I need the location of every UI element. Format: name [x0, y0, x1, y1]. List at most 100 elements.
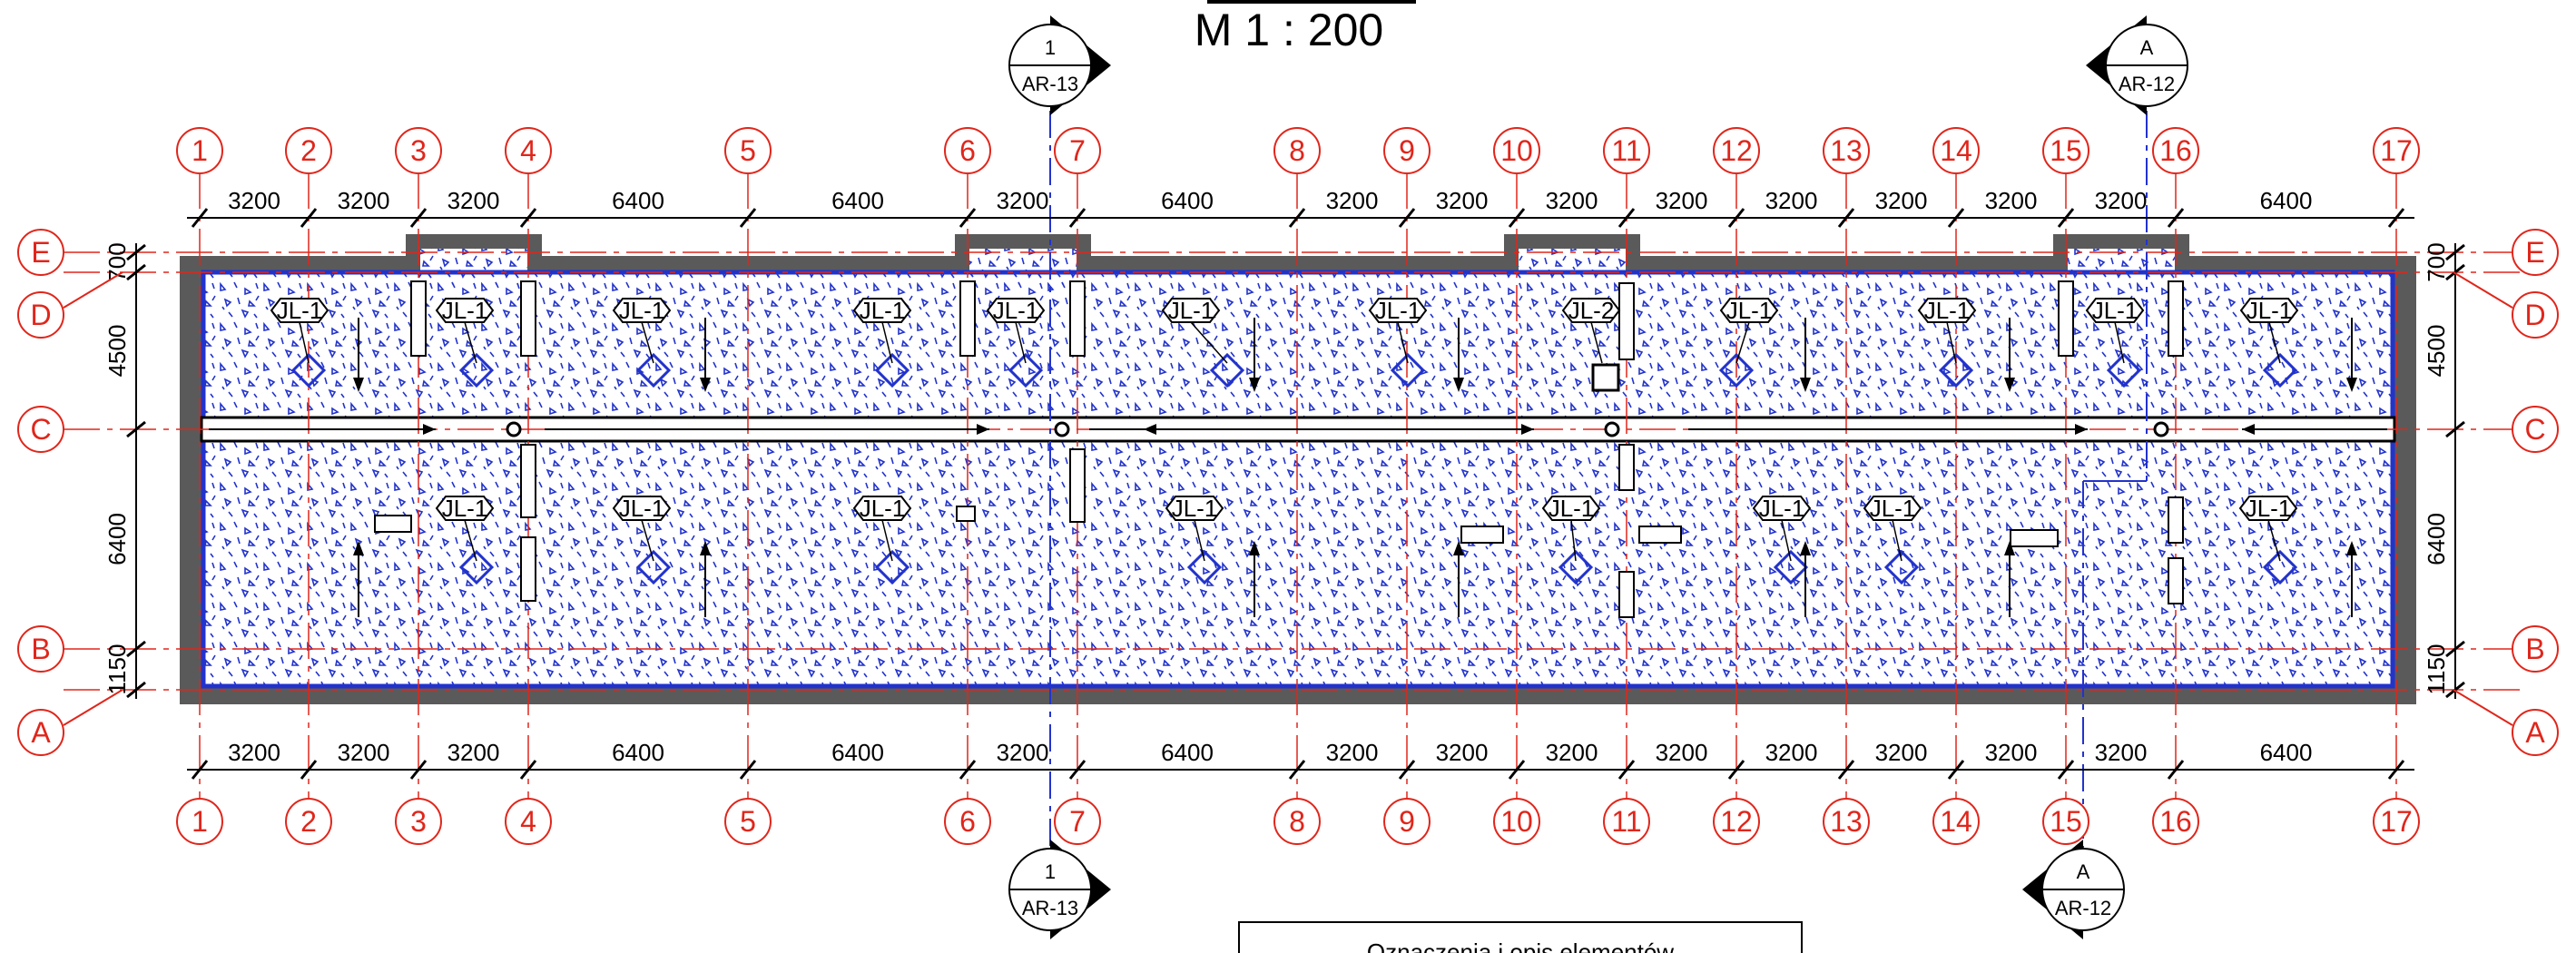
section-number: A — [2077, 860, 2090, 883]
tag-label: JL-1 — [860, 495, 906, 522]
column-node — [1604, 421, 1620, 437]
dimension-tick — [126, 263, 146, 281]
dimension-tick — [126, 243, 146, 261]
dimension-tick — [2445, 243, 2465, 261]
axis-circle — [2512, 406, 2559, 453]
column-axis-bubble: 17 — [2373, 798, 2420, 845]
column-axis-label: 8 — [1289, 134, 1305, 167]
column-spacing: 6400 — [1161, 739, 1214, 766]
element-tag: JL-1 — [2239, 297, 2299, 364]
column-axis-bubble: 1 — [176, 798, 223, 845]
tag-label: JL-1 — [1168, 297, 1214, 324]
axis-circle — [395, 798, 442, 845]
slope-arrow-head — [2004, 378, 2015, 392]
column-node — [2153, 421, 2169, 437]
roof-drain — [1558, 549, 1594, 585]
axis-circle — [505, 798, 552, 845]
section-marker: A AR-12 — [2022, 840, 2125, 939]
dimension-tick — [1947, 208, 1965, 228]
column-spacing: 3200 — [1765, 187, 1818, 214]
column-spacing: 6400 — [1161, 187, 1214, 214]
vent-pipe — [2168, 280, 2184, 357]
tag-label: JL-1 — [860, 297, 906, 324]
dimension-tick — [126, 420, 146, 438]
dimension-tick — [300, 208, 318, 228]
column-axis-bubble: 6 — [944, 127, 991, 174]
column-axis-label: 14 — [1940, 805, 1972, 838]
axis-circle — [176, 127, 223, 174]
row-axis-bubble: B — [2512, 625, 2559, 673]
dimension-tick — [1508, 208, 1526, 228]
tag-leader — [1781, 519, 1792, 562]
column-axis-bubble: 9 — [1383, 127, 1431, 174]
tag-leader — [1194, 519, 1205, 562]
slope-arrow-head — [1453, 378, 1464, 392]
tag-leader — [641, 519, 654, 562]
column-axis-bubble: 5 — [724, 798, 772, 845]
dimension-tick — [959, 760, 977, 780]
tag-leader — [1735, 321, 1750, 364]
column-axis-bubble: 13 — [1823, 798, 1870, 845]
column-spacing: 3200 — [447, 739, 500, 766]
axis-circle — [1713, 127, 1760, 174]
tag-leader — [1570, 519, 1577, 562]
row-axis-label: A — [2525, 716, 2545, 749]
roof-drain — [2106, 352, 2142, 388]
section-number: A — [2140, 36, 2154, 59]
dimension-tick — [126, 681, 146, 699]
column-axis-label: 17 — [2380, 134, 2413, 167]
column-axis-label: 3 — [410, 134, 427, 167]
column-axis-label: 8 — [1289, 805, 1305, 838]
column-axis-label: 9 — [1399, 134, 1415, 167]
vent-pipe — [1069, 448, 1086, 523]
axis-circle — [2373, 798, 2420, 845]
row-axis-bubble: D — [2453, 271, 2559, 339]
tag-leader — [464, 519, 477, 562]
dimension-tick — [2445, 681, 2465, 699]
axis-circle — [2152, 798, 2199, 845]
roof-drain — [2262, 352, 2298, 388]
vent-pipe — [2168, 557, 2184, 604]
tag-label: JL-2 — [1568, 297, 1615, 324]
dimension-tick — [2387, 760, 2405, 780]
column-axis-label: 6 — [959, 805, 976, 838]
axis-circle — [724, 798, 772, 845]
vent-pipe — [520, 536, 536, 602]
axis-circle — [1054, 798, 1101, 845]
dimension-tick — [1617, 208, 1636, 228]
grid-lines — [64, 64, 2523, 889]
column-axis-label: 17 — [2380, 805, 2413, 838]
axis-circle — [2042, 127, 2089, 174]
legend-box: Oznaczenia i opis elementów — [1238, 921, 1803, 953]
axis-circle — [285, 798, 332, 845]
axis-circle — [505, 127, 552, 174]
column-axis-bubble: 15 — [2042, 798, 2089, 845]
dimension-tick — [1727, 208, 1745, 228]
element-tag: JL-1 — [2085, 297, 2145, 364]
tag-outline — [2085, 298, 2145, 323]
column-spacing: 6400 — [612, 187, 664, 214]
section-marker: 1 AR-13 — [1008, 840, 1111, 939]
axis-circle — [1493, 127, 1540, 174]
tag-outline — [1752, 496, 1812, 521]
tag-outline — [612, 298, 672, 323]
axis-leader — [2453, 271, 2513, 309]
column-axis-bubble: 11 — [1603, 127, 1650, 174]
grid-axis-labels: 1122334455667788991010111112121313141415… — [17, 127, 2559, 845]
dimension-tick — [1288, 760, 1306, 780]
column-spacing: 3200 — [1875, 739, 1928, 766]
tag-leader — [2114, 321, 2125, 364]
element-tag: JL-1 — [1368, 297, 1428, 364]
vent-pipe — [2168, 496, 2184, 544]
element-tag: JL-1 — [1719, 297, 1779, 364]
axis-circle — [17, 625, 64, 673]
slope-arrow-head — [2004, 541, 2015, 555]
dimension-tick — [2167, 208, 2185, 228]
column-spacing: 3200 — [1436, 739, 1489, 766]
section-markers: 1 AR-13 A AR-12 1 AR-13 A AR-12 — [1008, 15, 2188, 939]
dimension-tick — [519, 208, 537, 228]
axis-circle — [944, 798, 991, 845]
vent-pipe — [1618, 571, 1635, 618]
column-spacing: 3200 — [1546, 739, 1598, 766]
